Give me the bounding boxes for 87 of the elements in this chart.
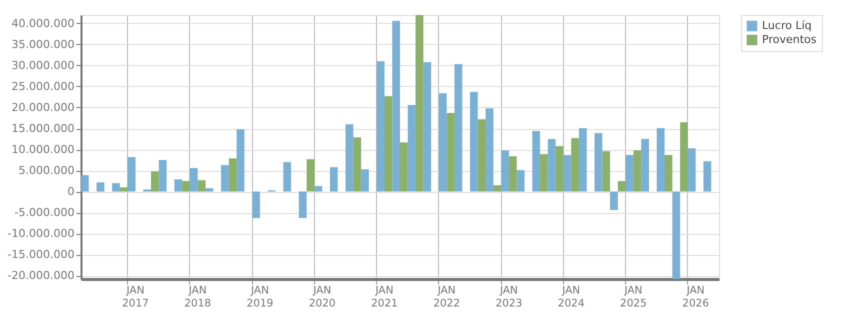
bar: [563, 154, 572, 192]
bar: [221, 165, 229, 192]
y-tick-label: -20.000.000: [8, 269, 74, 282]
bar: [548, 139, 556, 192]
bar: [198, 180, 206, 192]
bar: [408, 104, 416, 192]
y-tick-label: 15.000.000: [12, 122, 74, 136]
bar: [602, 151, 610, 192]
bar: [672, 192, 680, 279]
bar: [120, 187, 128, 192]
bar: [688, 148, 696, 192]
bar: [571, 138, 579, 192]
bar: [680, 122, 688, 192]
y-tick-label: 35.000.000: [12, 38, 74, 51]
y-tick-label: 30.000.000: [12, 58, 74, 72]
legend-label: Lucro Líq: [762, 19, 812, 32]
bar: [400, 142, 408, 192]
bar: [228, 158, 237, 192]
x-tick-label: JAN 2020: [308, 284, 336, 310]
bar: [626, 154, 634, 192]
y-tick-label: 0: [68, 185, 74, 198]
bar: [470, 92, 478, 192]
bar: [501, 150, 509, 192]
x-tick-label: JAN 2024: [558, 284, 585, 310]
bar: [508, 156, 517, 192]
x-tick-label: JAN 2021: [371, 284, 398, 310]
bar: [190, 168, 198, 192]
x-tick-label: JAN 2025: [620, 284, 647, 310]
y-tick-label: -15.000.000: [8, 248, 74, 262]
bar: [594, 133, 602, 192]
bar: [314, 186, 322, 192]
bar: [330, 167, 338, 192]
bar: [143, 189, 152, 192]
y-tick-label: -10.000.000: [8, 227, 74, 240]
y-tick-label: 5.000.000: [18, 164, 74, 178]
bar: [516, 170, 524, 192]
x-tick-label: JAN 2019: [246, 284, 274, 310]
bar: [486, 108, 494, 192]
bar: [556, 146, 564, 192]
bar: [128, 157, 136, 192]
legend-label: Proventos: [762, 33, 817, 46]
bar: [618, 181, 626, 192]
x-tick-label: JAN 2026: [682, 284, 710, 310]
bar: [174, 179, 182, 192]
y-tick-label: 25.000.000: [12, 80, 74, 93]
bar: [664, 154, 672, 192]
bar: [112, 183, 120, 192]
bar: [641, 139, 649, 192]
x-tick-label: JAN 2023: [496, 284, 522, 310]
bar: [446, 112, 454, 192]
bar: [158, 160, 167, 192]
bar: [493, 185, 502, 192]
bar: [532, 131, 540, 192]
bar: [416, 15, 424, 192]
x-tick-label: JAN 2018: [184, 284, 212, 310]
bar: [205, 188, 214, 192]
bar: [353, 137, 362, 192]
bar: [151, 171, 159, 192]
bar: [454, 64, 462, 192]
bar: [578, 128, 587, 192]
bar: [610, 192, 618, 210]
bar: [252, 192, 260, 218]
bar: [376, 61, 384, 192]
bar: [656, 128, 665, 192]
x-tick-label: JAN 2022: [433, 284, 460, 310]
x-tick-label: JAN 2017: [122, 284, 149, 310]
bar: [81, 175, 89, 192]
bar: [346, 124, 354, 192]
bar: [478, 119, 486, 192]
y-tick-label: 10.000.000: [12, 143, 74, 156]
bar: [633, 150, 642, 192]
y-tick-label: 40.000.000: [12, 16, 74, 30]
bar: [361, 169, 369, 192]
bar: [703, 161, 712, 192]
bar: [182, 181, 190, 192]
y-tick-label: -5.000.000: [14, 206, 74, 220]
y-tick-label: 20.000.000: [12, 100, 74, 114]
bar: [236, 129, 244, 192]
bar: [283, 162, 292, 192]
bar: [384, 96, 392, 192]
bar: [540, 154, 548, 192]
bar: [438, 93, 447, 192]
bar: [96, 182, 104, 192]
bar: [306, 159, 314, 192]
bar: [298, 192, 307, 218]
bar: [423, 62, 432, 192]
bar: [392, 20, 400, 192]
